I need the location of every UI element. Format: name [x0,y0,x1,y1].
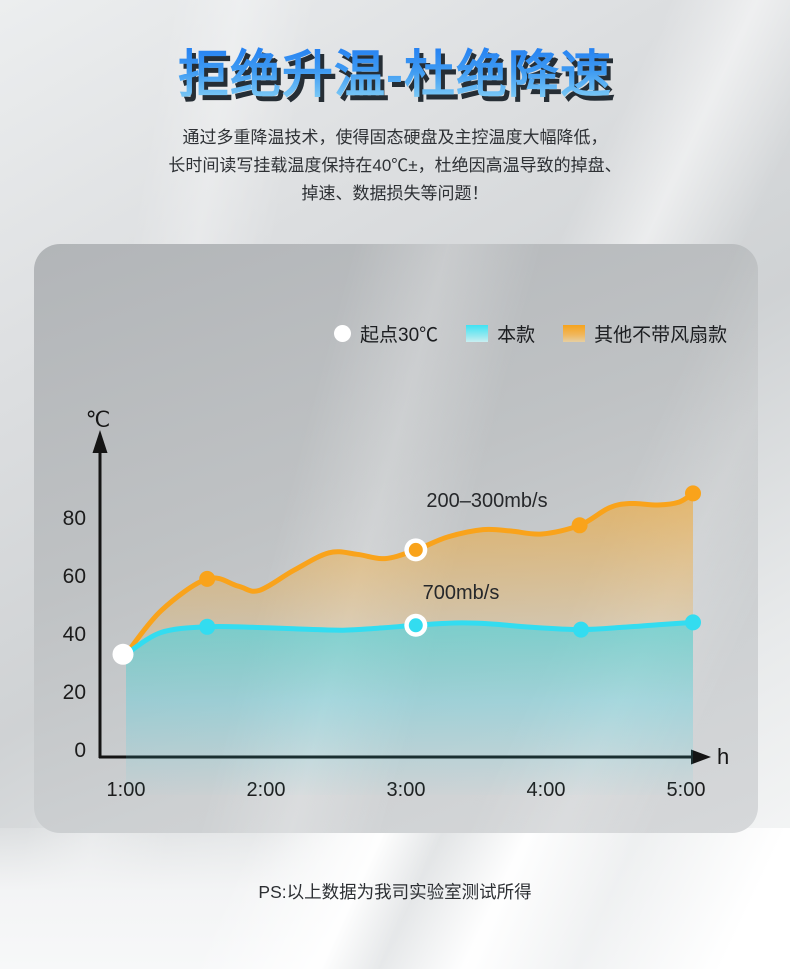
legend-item-ours: 本款 [466,320,535,347]
legend-item-other: 其他不带风扇款 [563,320,727,347]
legend-item-start: 起点30℃ [334,320,438,347]
start-point-swatch-icon [334,325,351,342]
legend-start-label: 起点30℃ [360,325,439,346]
ours-series-swatch-icon [466,325,489,342]
other-series-swatch-icon [563,325,586,342]
chart-legend: 起点30℃ 本款 其他不带风扇款 [334,320,727,347]
legend-other-label: 其他不带风扇款 [594,325,728,346]
subtitle-line-3: 掉速、数据损失等问题！ [301,184,489,203]
legend-ours-label: 本款 [497,325,536,346]
footnote: PS:以上数据为我司实验室测试所得 [258,882,532,902]
subtitle-line-1: 通过多重降温技术，使得固态硬盘及主控温度大幅降低， [182,128,608,147]
background-silk-texture [0,828,790,969]
subtitle-line-2: 长时间读写挂载温度保持在40℃±，杜绝因高温导致的掉盘、 [168,156,622,175]
page-title: 拒绝升温-杜绝降速 [0,33,790,107]
subtitle: 通过多重降温技术，使得固态硬盘及主控温度大幅降低， 长时间读写挂载温度保持在40… [0,124,790,208]
